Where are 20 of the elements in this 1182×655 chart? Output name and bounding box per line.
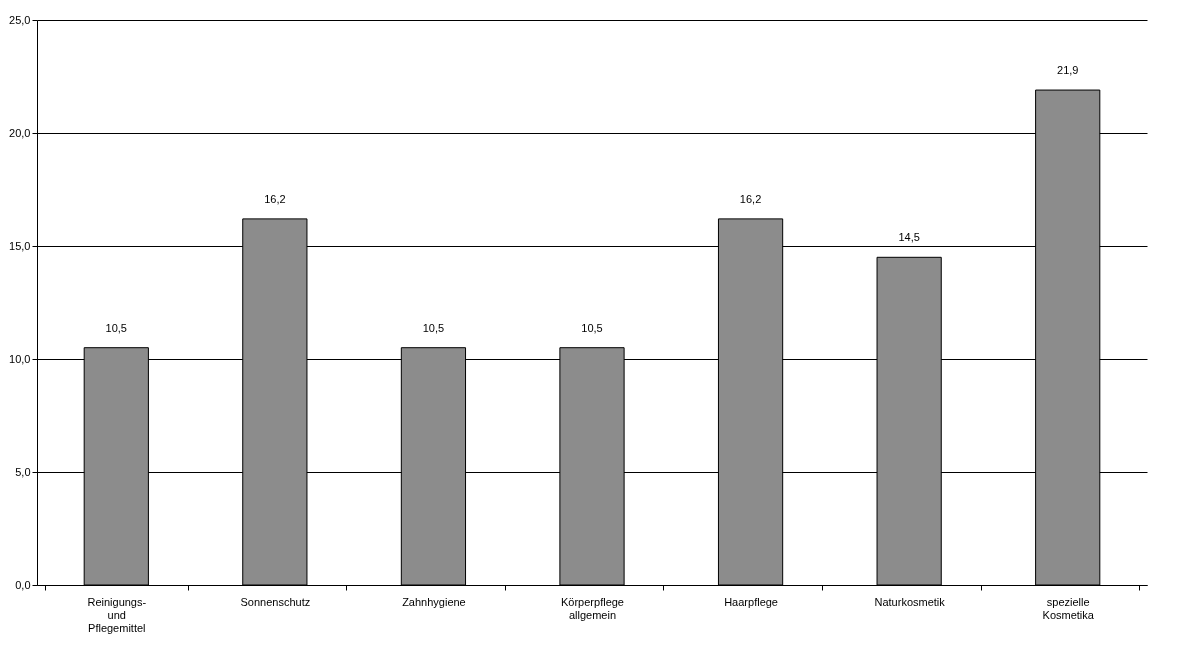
data-label: 10,5 (581, 321, 603, 334)
x-tick-label: Sonnenschutz (240, 595, 311, 608)
x-tick-label: spezielle Kosmetika (1042, 595, 1095, 621)
data-label: 21,9 (1057, 64, 1079, 77)
y-tick-label: 15,0 (9, 239, 31, 252)
y-tick-label: 5,0 (15, 465, 31, 478)
y-tick-label: 25,0 (9, 13, 31, 26)
y-tick-label: 20,0 (9, 126, 31, 139)
x-tick-label: Naturkosmetik (874, 595, 946, 608)
data-label: 16,2 (264, 192, 286, 205)
data-label: 10,5 (105, 321, 127, 334)
y-tick-label: 10,0 (9, 352, 31, 365)
data-label: 10,5 (422, 321, 445, 334)
data-label: 14,5 (898, 231, 920, 244)
x-tick-label: Reinigungs- und Pflegemittel (87, 595, 147, 634)
y-tick-label: 0,0 (15, 578, 31, 591)
x-tick-label: Haarpflege (724, 595, 778, 608)
x-tick-label: Zahnhygiene (402, 595, 466, 608)
data-label: 16,2 (739, 192, 762, 205)
x-tick-label: Körperpflege allgemein (561, 595, 624, 621)
